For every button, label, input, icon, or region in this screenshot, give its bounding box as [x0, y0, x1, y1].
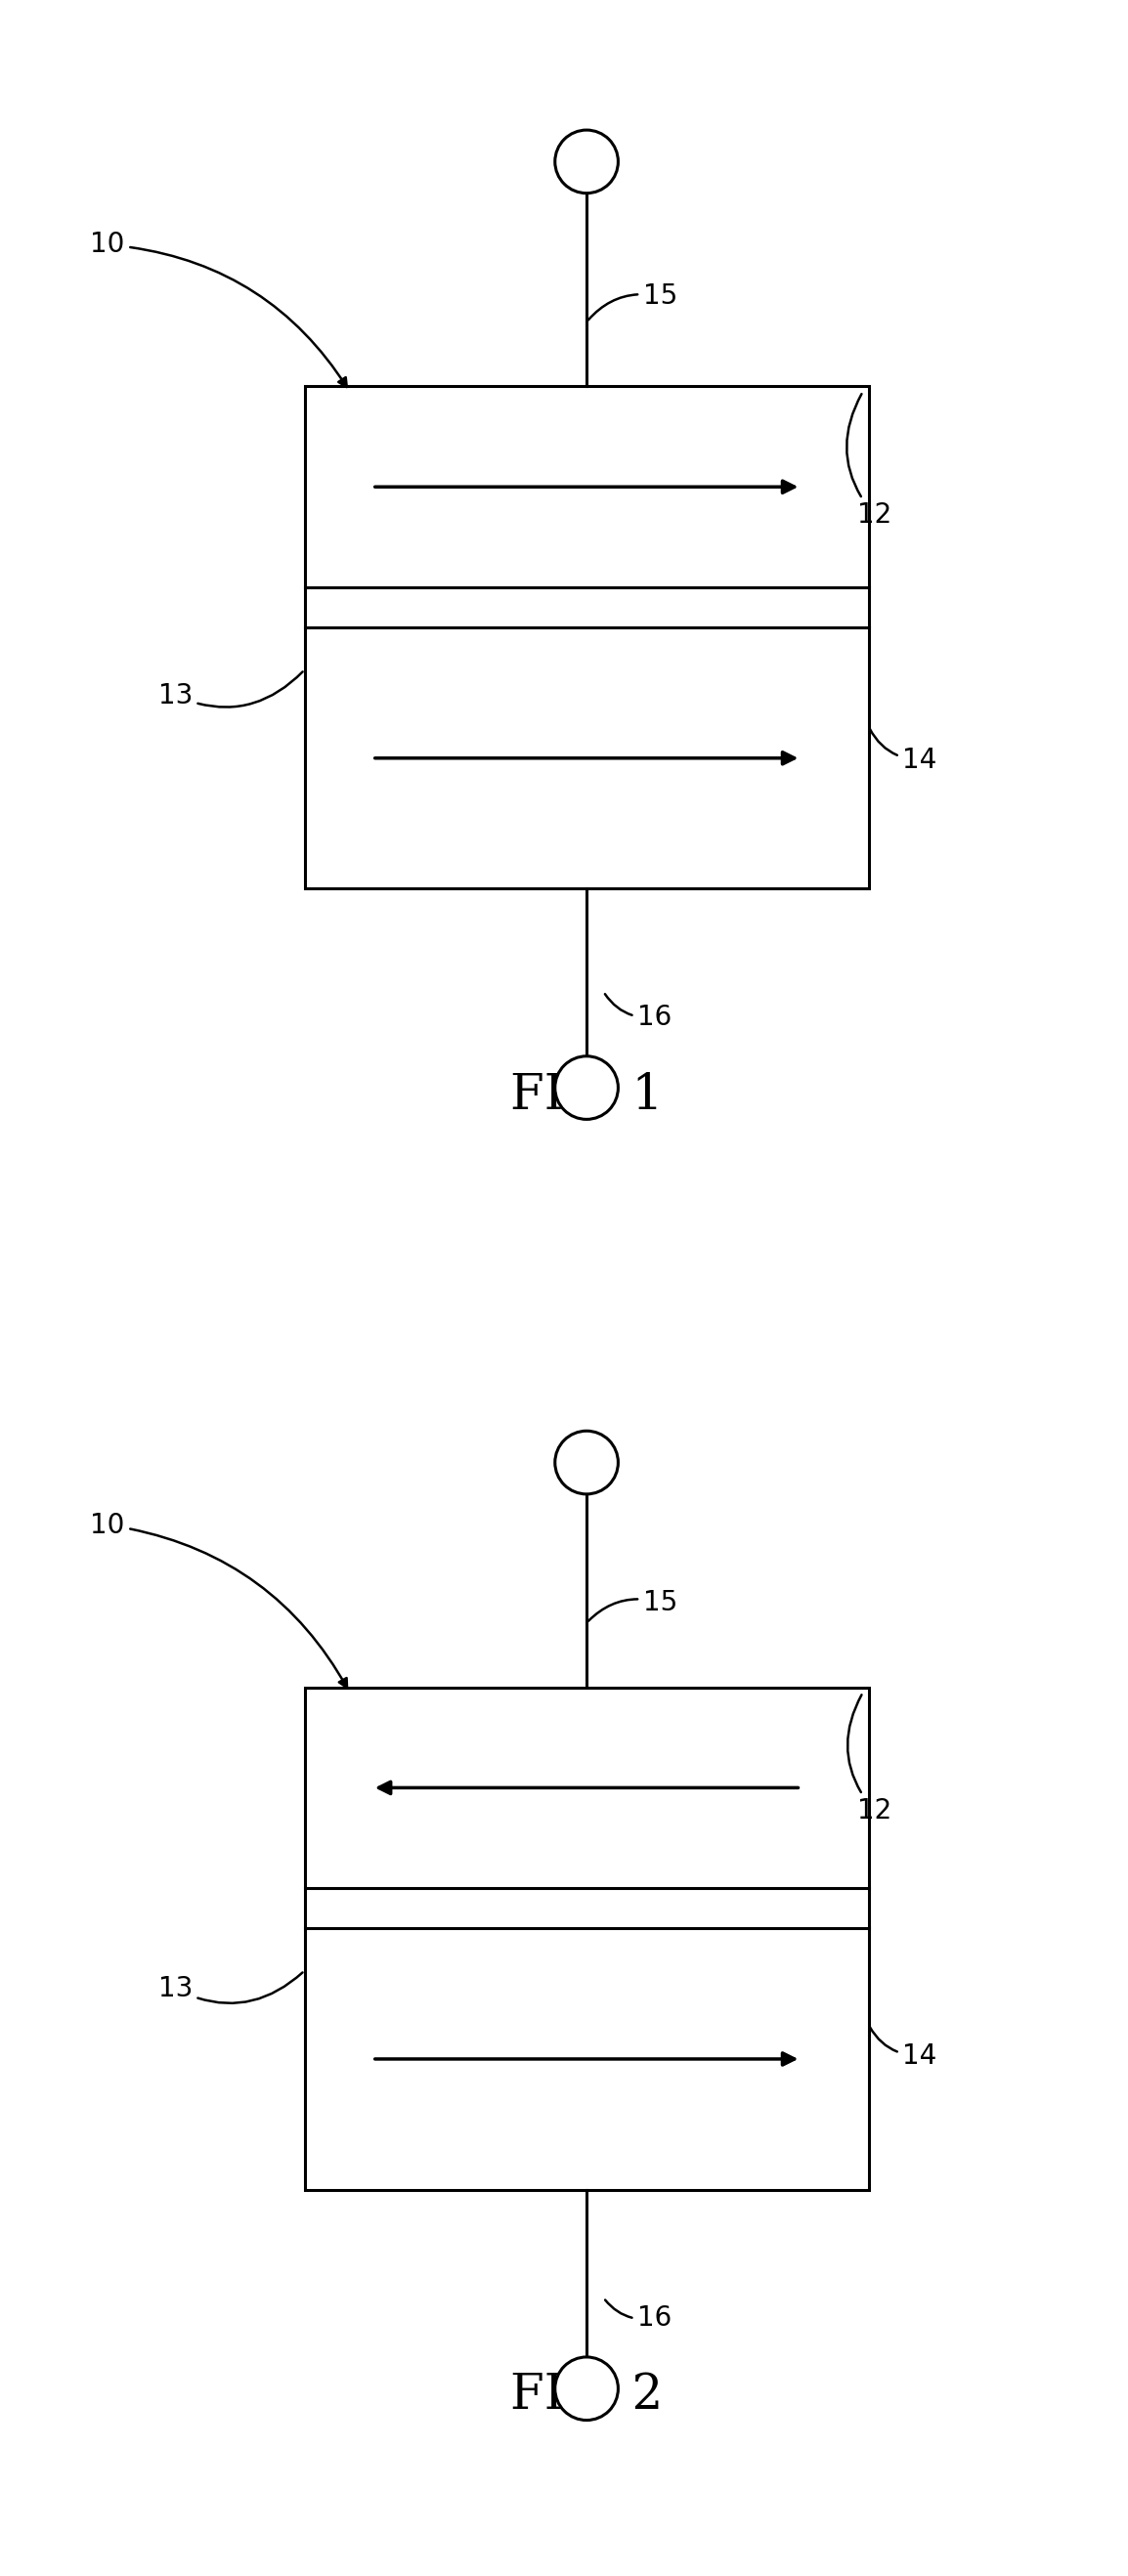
Bar	[305, 386, 869, 889]
Ellipse shape	[555, 1056, 618, 1121]
Text: FIG. 1: FIG. 1	[510, 1072, 663, 1118]
Text: FIG. 2: FIG. 2	[510, 2372, 663, 2419]
Text: 14: 14	[870, 729, 937, 773]
Ellipse shape	[555, 2357, 618, 2421]
Text: 15: 15	[589, 283, 678, 319]
Text: 13: 13	[158, 1973, 302, 2004]
Ellipse shape	[555, 129, 618, 193]
Text: 13: 13	[158, 672, 302, 708]
Bar	[305, 1687, 869, 2190]
Ellipse shape	[555, 1430, 618, 1494]
Text: 10: 10	[90, 1512, 347, 1687]
Text: 12: 12	[847, 1695, 892, 1824]
Text: 16: 16	[605, 2300, 672, 2331]
Text: 10: 10	[90, 232, 346, 386]
Text: 16: 16	[605, 994, 672, 1030]
Text: 12: 12	[847, 394, 892, 528]
Text: 15: 15	[589, 1589, 678, 1620]
Text: 14: 14	[870, 2027, 937, 2069]
